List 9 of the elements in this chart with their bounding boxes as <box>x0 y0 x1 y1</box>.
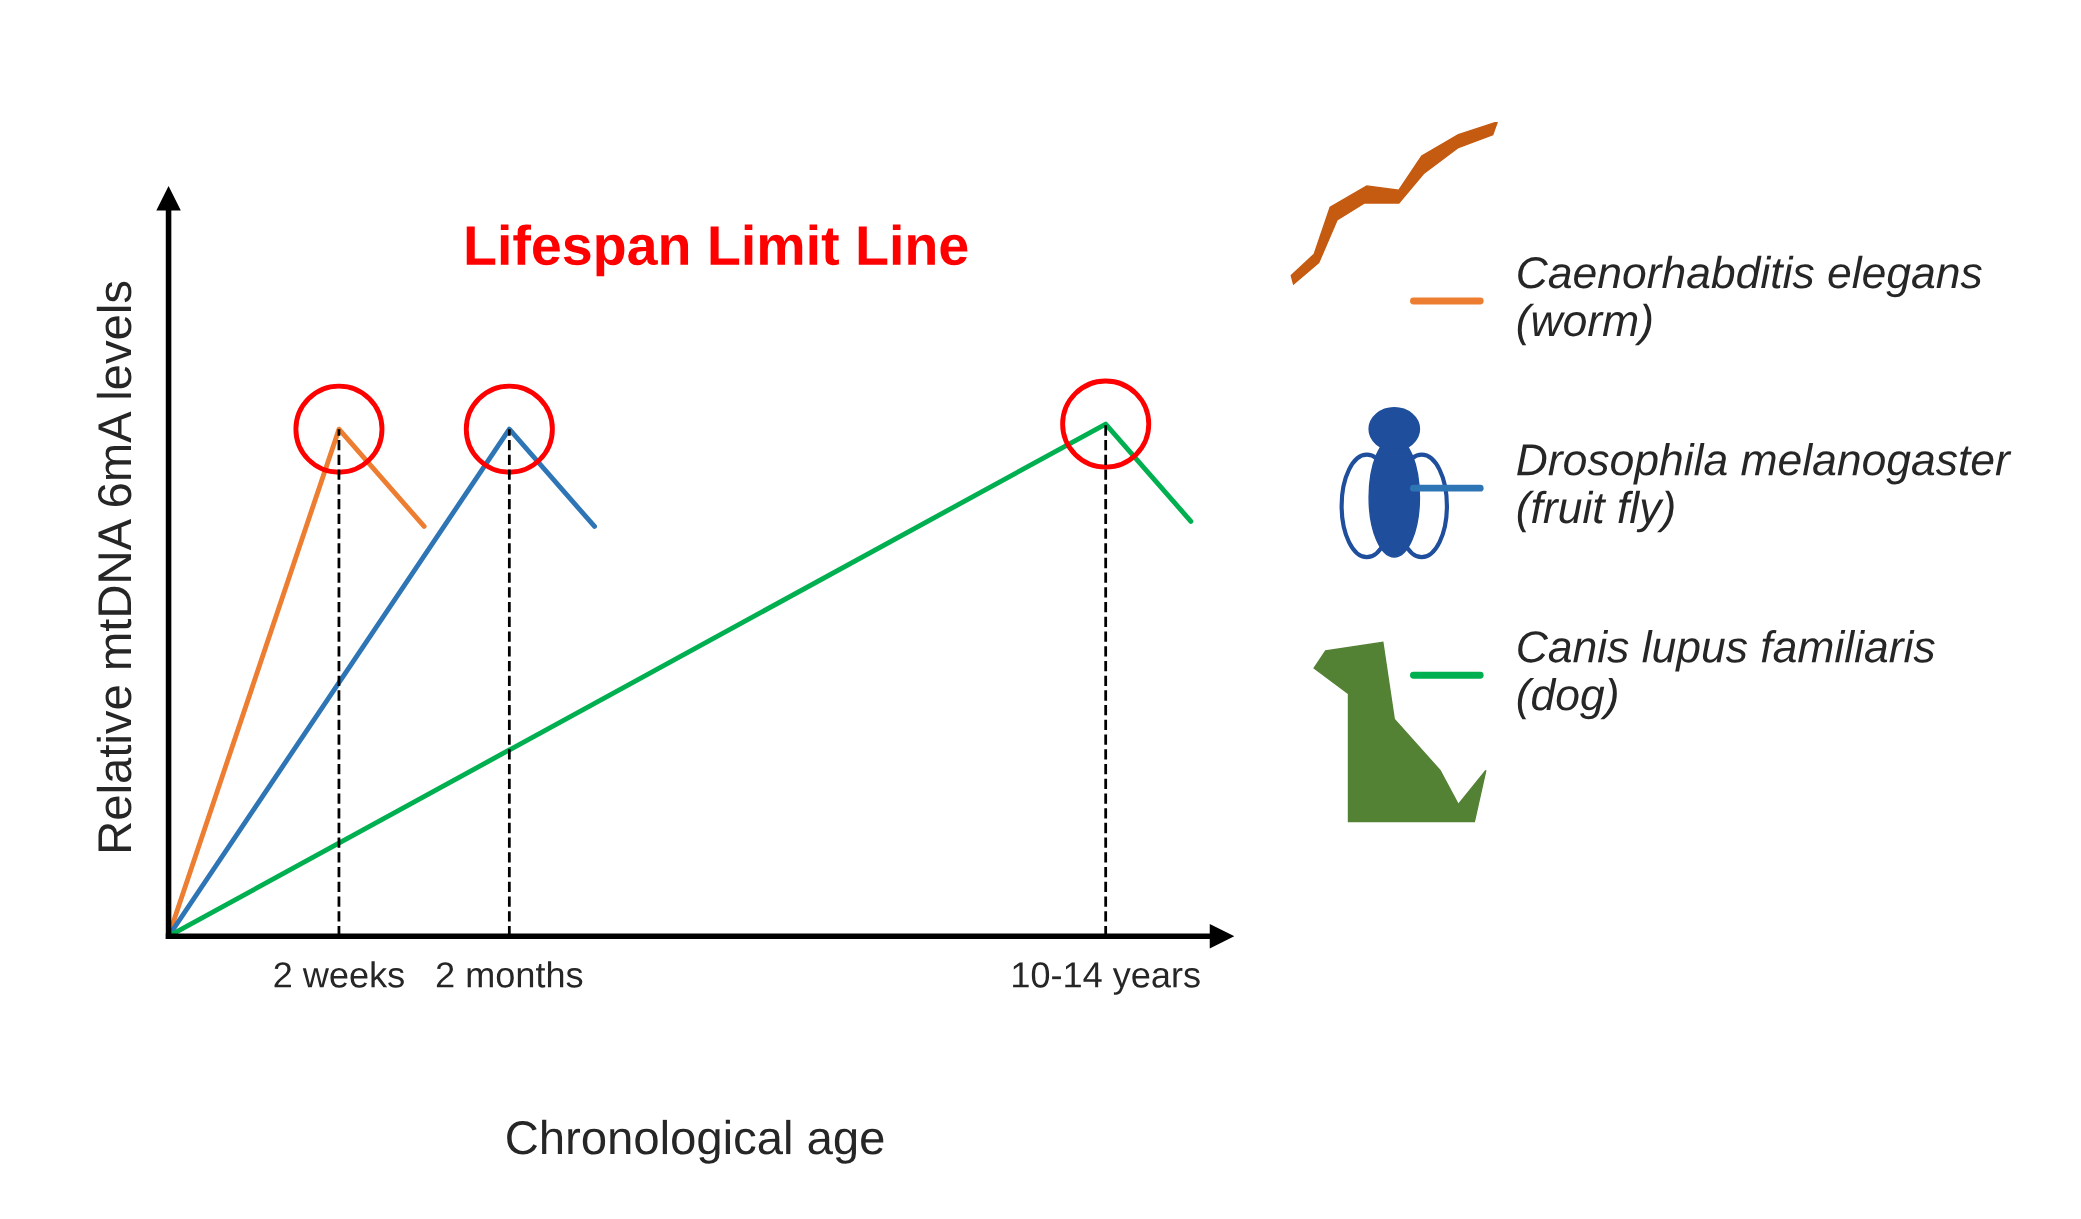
legend-label: Drosophila melanogaster (fruit fly) <box>1517 442 2012 533</box>
x-axis-title: Chronological age <box>507 1119 884 1164</box>
x-tick-label: 2 months <box>436 961 583 988</box>
x-tick-label: 10-14 years <box>1013 962 1200 995</box>
legend-label: Caenorhabditis elegans (worm) <box>1517 255 1982 346</box>
legend-label: Canis lupus familiaris (dog) <box>1517 630 1935 720</box>
x-tick-label: 2 weeks <box>274 961 404 988</box>
y-axis-title: Relative mtDNA 6mA levels <box>96 281 132 851</box>
chart-title: Lifespan Limit Line <box>466 224 968 277</box>
